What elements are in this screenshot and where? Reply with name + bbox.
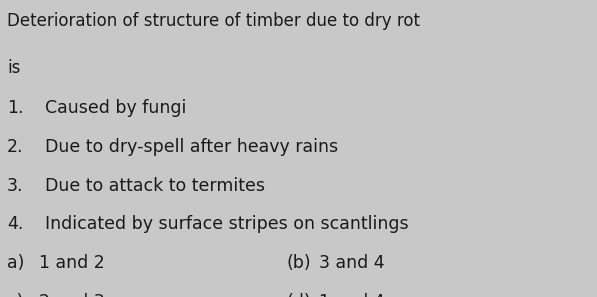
Text: 4.: 4. [7,215,23,233]
Text: c): c) [7,293,23,297]
Text: 3 and 4: 3 and 4 [319,254,385,272]
Text: Due to attack to termites: Due to attack to termites [45,177,265,195]
Text: 2 and 3: 2 and 3 [39,293,104,297]
Text: 2.: 2. [7,138,24,156]
Text: 1.: 1. [7,99,24,118]
Text: Indicated by surface stripes on scantlings: Indicated by surface stripes on scantlin… [45,215,408,233]
Text: 3.: 3. [7,177,24,195]
Text: is: is [7,59,20,78]
Text: 1 and 2: 1 and 2 [39,254,104,272]
Text: (d): (d) [287,293,311,297]
Text: Caused by fungi: Caused by fungi [45,99,186,118]
Text: Deterioration of structure of timber due to dry rot: Deterioration of structure of timber due… [7,12,420,30]
Text: (b): (b) [287,254,311,272]
Text: 1 and 4: 1 and 4 [319,293,385,297]
Text: a): a) [7,254,24,272]
Text: Due to dry-spell after heavy rains: Due to dry-spell after heavy rains [45,138,338,156]
